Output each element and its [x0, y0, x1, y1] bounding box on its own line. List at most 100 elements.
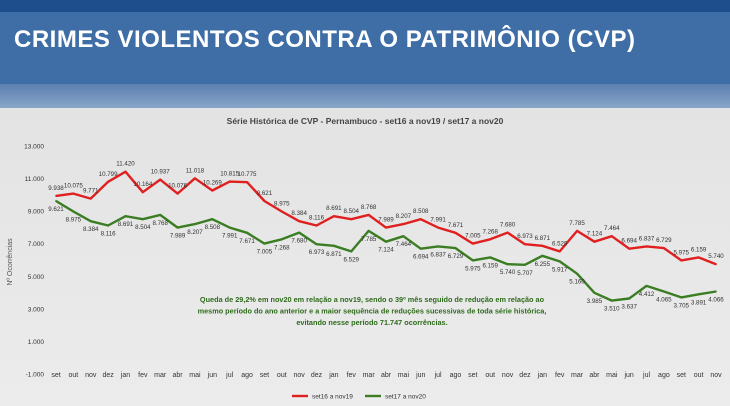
data-point — [107, 224, 110, 227]
data-label: 10.815 — [220, 171, 239, 178]
data-label: 7.124 — [378, 247, 394, 254]
data-point — [576, 272, 578, 275]
y-tick-label: 5.000 — [28, 274, 45, 281]
data-point — [558, 260, 561, 263]
data-label: 8.508 — [413, 208, 429, 215]
data-label: 6.694 — [621, 238, 637, 245]
x-tick-label: jun — [207, 372, 217, 379]
data-label: 5.707 — [517, 270, 533, 277]
y-tick-label: 3.000 — [28, 306, 45, 313]
data-point — [246, 181, 248, 184]
data-label: 7.671 — [448, 222, 464, 229]
data-label: 5.975 — [674, 249, 690, 256]
data-label: 5.160 — [569, 279, 585, 286]
x-tick-label: mai — [606, 372, 618, 379]
data-label: 6.973 — [309, 249, 325, 256]
legend: set16 a nov19 set17 a nov20 — [292, 394, 426, 401]
data-point — [228, 180, 231, 183]
data-point — [645, 245, 648, 248]
y-axis-label: Nº Ocorrências — [7, 238, 14, 286]
data-label: 10.164 — [133, 181, 152, 188]
data-label: 8.691 — [326, 205, 342, 212]
x-tick-label: set — [468, 372, 477, 379]
chart-background — [0, 108, 730, 406]
y-tick-label: 9.000 — [28, 209, 45, 216]
data-label: 8.384 — [83, 226, 99, 233]
data-label: 8.508 — [205, 224, 221, 231]
data-label: 6.837 — [639, 235, 655, 242]
data-point — [141, 191, 144, 194]
x-tick-label: mai — [189, 372, 201, 379]
x-tick-label: jan — [537, 372, 547, 379]
data-point — [715, 290, 717, 293]
x-tick-label: abr — [589, 372, 600, 379]
data-point — [280, 210, 283, 213]
title-banner — [0, 12, 730, 84]
data-label: 10.937 — [151, 169, 170, 176]
data-label: 8.504 — [344, 208, 360, 215]
y-tick-label: 7.000 — [28, 241, 45, 248]
data-point — [385, 226, 387, 229]
data-label: 7.785 — [361, 236, 377, 243]
x-tick-label: jun — [623, 372, 633, 379]
data-label: 7.991 — [430, 217, 446, 224]
x-axis-ticks: set out nov dez jan fev mar abr mai jun jul ago set o… — [51, 372, 722, 379]
data-label: 8.384 — [291, 210, 307, 217]
data-point — [437, 245, 440, 248]
data-label: 7.005 — [257, 249, 273, 256]
data-point — [298, 231, 301, 234]
data-point — [211, 218, 214, 221]
legend-entry: set16 a nov19 — [312, 394, 353, 401]
x-tick-label: mai — [398, 372, 410, 379]
data-point — [489, 238, 492, 241]
y-tick-label: 11.000 — [25, 176, 45, 183]
data-label: 10.269 — [203, 179, 222, 186]
data-label: 8.768 — [361, 204, 377, 211]
data-label: 4.066 — [708, 296, 724, 303]
x-tick-label: dez — [519, 372, 531, 379]
data-label: 7.785 — [569, 220, 585, 227]
data-label: 6.729 — [448, 253, 464, 260]
legend-entry: set17 a nov20 — [385, 394, 426, 401]
data-label: 7.991 — [222, 233, 238, 240]
x-tick-label: jul — [642, 372, 650, 379]
top-strip — [0, 0, 730, 12]
data-point — [506, 263, 509, 266]
data-point — [697, 293, 700, 296]
data-label: 6.255 — [535, 261, 551, 268]
x-tick-label: jan — [328, 372, 338, 379]
decorative-band — [0, 84, 730, 108]
x-tick-label: ago — [241, 372, 253, 379]
x-tick-label: nov — [85, 372, 97, 379]
x-tick-label: dez — [311, 372, 323, 379]
x-tick-label: abr — [173, 372, 184, 379]
data-label: 7.680 — [500, 222, 516, 229]
data-label: 5.740 — [708, 253, 724, 260]
data-point — [471, 259, 474, 262]
data-point — [176, 192, 179, 195]
x-tick-label: out — [694, 372, 704, 379]
data-label: 10.799 — [99, 171, 118, 178]
data-point — [419, 218, 422, 221]
data-point — [246, 231, 248, 234]
data-label: 7.124 — [587, 231, 603, 238]
data-point — [628, 297, 631, 300]
data-label: 3.985 — [587, 298, 603, 305]
data-point — [159, 214, 162, 216]
x-tick-label: jul — [225, 372, 233, 379]
data-point — [350, 250, 353, 253]
data-point — [576, 230, 578, 232]
data-label: 3.637 — [621, 303, 637, 310]
data-label: 7.464 — [396, 241, 412, 248]
x-tick-label: out — [485, 372, 495, 379]
x-tick-label: jun — [415, 372, 425, 379]
data-point — [55, 200, 57, 202]
data-point — [107, 180, 110, 183]
data-label: 3.891 — [691, 299, 707, 306]
data-point — [610, 299, 613, 302]
x-tick-label: ago — [450, 372, 462, 379]
data-label: 11.018 — [186, 167, 205, 174]
data-point — [593, 291, 596, 294]
